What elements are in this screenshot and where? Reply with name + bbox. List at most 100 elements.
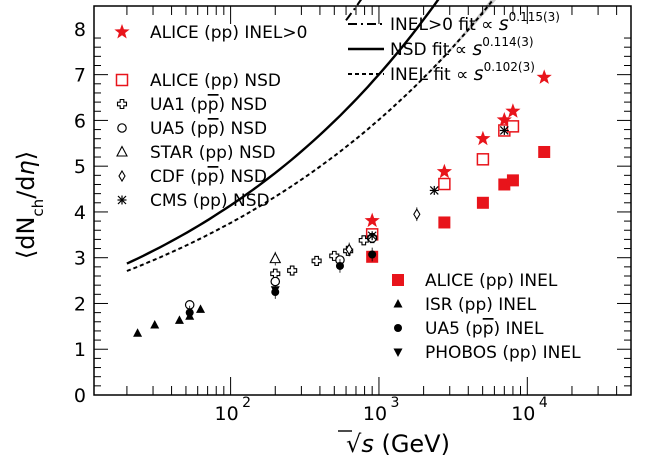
legend-label: UA1 (pp) NSD [150, 95, 267, 115]
legend: ALICE (pp) INEL>0 ALICE (pp) NSD UA1 (pp) … [114, 10, 581, 363]
legend-marker [118, 169, 126, 183]
y-axis-title-open: ⟨dN [12, 217, 40, 260]
data-point [413, 208, 421, 221]
data-points [133, 69, 552, 337]
data-point [270, 286, 280, 295]
legend-fit-label: INEL>0 fit ∝ s0.115(3) [390, 10, 560, 35]
data-point [311, 255, 322, 266]
data-point [429, 185, 439, 195]
legend-label: UA5 (pp) INEL [425, 319, 544, 339]
legend-marker [114, 24, 130, 39]
x-axis-title: √s (GeV) [346, 430, 450, 458]
data-point [506, 120, 520, 133]
data-point [150, 319, 160, 329]
series-10 [270, 286, 280, 295]
y-axis-title-mid: /d [12, 175, 40, 198]
fit-curve-1 [126, 0, 440, 265]
x-tick-label: 10 [511, 403, 535, 425]
data-point [496, 112, 512, 127]
y-axis-title-eta: η [12, 160, 40, 175]
fit-curve-2 [126, 0, 495, 272]
legend-marker [116, 145, 128, 157]
y-tick-label: 1 [74, 339, 86, 361]
y-tick-label: 6 [74, 110, 86, 132]
data-point [499, 125, 509, 135]
series-2 [270, 232, 378, 279]
legend-marker [117, 195, 127, 205]
x-tick-label: 10 [363, 403, 387, 425]
legend-label: ALICE (pp) INEL>0 [150, 23, 307, 43]
series-3 [184, 233, 377, 310]
legend-fit-label: NSD fit ∝ s0.114(3) [390, 35, 534, 60]
data-point [475, 130, 491, 146]
data-point [368, 250, 377, 259]
y-tick-label: 4 [74, 202, 86, 224]
legend-marker [116, 98, 128, 110]
legend-label: UA5 (pp) NSD [150, 119, 267, 139]
data-point [174, 315, 184, 324]
legend-label: PHOBOS (pp) INEL [425, 343, 581, 363]
legend-label: CDF (pp) NSD [150, 167, 267, 187]
data-point [506, 174, 519, 187]
x-tick-label: 10 [215, 403, 239, 425]
legend-label: ALICE (pp) NSD [150, 71, 281, 91]
legend-marker [394, 324, 402, 332]
data-point [436, 163, 452, 179]
legend-marker [393, 299, 403, 308]
data-point [269, 251, 282, 264]
y-tick-label: 2 [74, 293, 86, 315]
y-axis-title-sub: ch [29, 199, 47, 217]
fit-curves [126, 0, 495, 272]
x-axis-title-sqrt: √ [346, 430, 362, 458]
data-point [538, 145, 551, 158]
legend-marker [393, 348, 403, 357]
data-point [287, 265, 298, 276]
x-tick-exponent: 4 [539, 395, 548, 411]
data-point [438, 216, 451, 229]
y-axis-title: ⟨dNch/dη⟩ [12, 151, 47, 259]
y-tick-label: 7 [74, 65, 86, 87]
data-point [185, 308, 194, 317]
y-axis-title-close: ⟩ [12, 151, 40, 160]
data-point [438, 177, 451, 191]
y-tick-label: 5 [74, 156, 86, 178]
y-tick-label: 3 [74, 248, 86, 270]
data-point [345, 243, 353, 256]
legend-label: CMS (pp) NSD [150, 191, 270, 211]
series-4 [269, 251, 282, 266]
axis-ticks [94, 6, 632, 396]
y-tick-label: 0 [74, 385, 86, 407]
legend-label: ISR (pp) INEL [425, 295, 537, 315]
y-tick-label: 8 [74, 19, 86, 41]
y-tick-labels: 0 1 2 3 4 5 6 7 8 [74, 19, 86, 407]
plot-frame [93, 5, 632, 396]
legend-label: STAR (pp) NSD [150, 143, 276, 163]
data-point [476, 196, 489, 209]
data-point [358, 235, 369, 246]
data-point [270, 276, 281, 287]
data-point [335, 261, 344, 270]
data-point [367, 231, 377, 241]
data-point [536, 69, 552, 84]
legend-marker [115, 73, 129, 87]
data-point [133, 328, 143, 337]
series-7 [366, 145, 551, 263]
x-tick-labels: 10 2 10 3 10 4 [215, 395, 548, 425]
x-axis-title-unit: (GeV) [374, 430, 450, 458]
legend-label: ALICE (pp) INEL [425, 271, 558, 291]
legend-marker [117, 123, 127, 133]
data-point [196, 304, 206, 313]
series-6 [367, 125, 509, 241]
x-tick-exponent: 3 [390, 395, 399, 411]
series-8 [133, 304, 206, 337]
series-9 [185, 247, 377, 320]
series-5 [345, 207, 421, 257]
series-0 [364, 69, 552, 228]
x-tick-exponent: 2 [242, 395, 251, 411]
x-axis-title-s: s [361, 430, 374, 458]
data-point [364, 212, 380, 228]
legend-fit-label: INEL fit ∝ s0.102(3) [390, 60, 535, 85]
data-point [476, 153, 490, 166]
legend-marker [392, 274, 404, 286]
